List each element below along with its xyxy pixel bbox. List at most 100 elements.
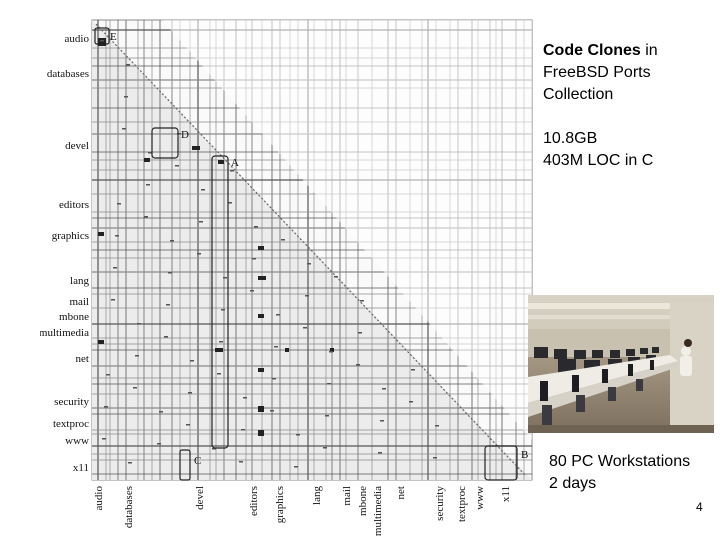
clone-dash	[201, 189, 205, 191]
x-axis-label: graphics	[274, 486, 286, 523]
y-axis-label: multimedia	[40, 327, 89, 339]
x-axis-label: x11	[500, 486, 512, 502]
clone-dash	[382, 388, 386, 390]
y-axis-label: security	[54, 396, 89, 408]
clone-dash	[433, 457, 437, 459]
photo-caption-line1: 80 PC Workstations	[549, 453, 691, 470]
slide-title-rest: in FreeBSD Ports Collection	[543, 42, 658, 103]
box-a	[211, 155, 229, 449]
clone-dash	[133, 387, 137, 389]
region-mark: D	[181, 129, 189, 141]
clone-dash	[212, 448, 216, 450]
y-axis-label: net	[76, 353, 89, 365]
box-b	[484, 445, 518, 481]
photo-caption-line2: 2 days	[549, 475, 597, 492]
clone-cluster	[98, 38, 106, 46]
clone-cluster	[258, 430, 264, 436]
x-axis-label: textproc	[456, 486, 468, 522]
clone-dash	[217, 373, 221, 375]
clone-dash	[137, 323, 141, 325]
stats-block: 10.8GB 403M LOC in C	[543, 128, 713, 172]
clone-dash	[276, 314, 280, 316]
box-e	[94, 27, 110, 45]
clone-cluster	[218, 160, 224, 164]
x-axis-label: security	[434, 486, 446, 521]
clone-dash	[305, 295, 309, 297]
clone-dash	[272, 378, 276, 380]
clone-dash	[135, 355, 139, 357]
clone-dash	[323, 447, 327, 449]
clone-dash	[104, 406, 108, 408]
x-axis-label: multimedia	[372, 486, 384, 536]
clone-cluster	[285, 348, 289, 352]
y-axis-label: lang	[70, 275, 89, 287]
clone-dash	[102, 438, 106, 440]
x-axis-label: mail	[341, 486, 353, 506]
x-axis-label: databases	[123, 486, 135, 528]
y-axis-label: graphics	[52, 230, 89, 242]
clone-dash	[223, 277, 227, 279]
page-number: 4	[696, 500, 703, 514]
x-axis-label: lang	[311, 486, 323, 505]
computer-lab-photo	[528, 295, 714, 433]
clone-dash	[197, 253, 201, 255]
clone-dash	[164, 336, 168, 338]
clone-dash	[111, 299, 115, 301]
y-axis-label: editors	[59, 199, 89, 211]
y-axis-label: www	[65, 435, 89, 447]
clone-cluster	[258, 406, 264, 412]
clone-dash	[252, 258, 256, 260]
clone-dash	[100, 40, 104, 42]
clone-cluster	[98, 340, 104, 344]
y-axis-label: databases	[47, 68, 89, 80]
clone-dash	[219, 341, 223, 343]
x-axis-label: net	[395, 486, 407, 499]
clone-dash	[186, 424, 190, 426]
region-mark: E	[110, 31, 117, 43]
clone-dash	[106, 374, 110, 376]
clone-dash	[327, 383, 331, 385]
clone-dash	[409, 401, 413, 403]
clone-dash	[188, 392, 192, 394]
clone-dash	[296, 434, 300, 436]
clone-cluster	[192, 146, 200, 150]
clone-dash	[148, 152, 152, 154]
clone-dash	[360, 300, 364, 302]
clone-dash	[122, 128, 126, 130]
x-axis-label: editors	[248, 486, 260, 516]
clone-cluster	[330, 348, 334, 352]
clone-dash	[190, 360, 194, 362]
clone-dash	[177, 133, 181, 135]
y-axis-label: mail	[69, 296, 89, 308]
x-axis-label: devel	[194, 486, 206, 510]
clone-cluster	[215, 348, 223, 352]
stat-loc: 403M LOC in C	[543, 152, 654, 169]
clone-dash	[303, 327, 307, 329]
clone-dash	[250, 290, 254, 292]
clone-dash	[274, 346, 278, 348]
clone-dash	[199, 221, 203, 223]
photo-caption: 80 PC Workstations 2 days	[549, 451, 719, 495]
clone-dash	[411, 369, 415, 371]
clone-dash	[243, 397, 247, 399]
clone-dash	[117, 203, 121, 205]
clone-dash	[294, 466, 298, 468]
region-mark: C	[194, 455, 201, 467]
clone-dash	[329, 351, 333, 353]
matrix-upper-triangle	[162, 20, 532, 440]
box-c	[179, 449, 191, 481]
clone-dash	[239, 461, 243, 463]
clone-dash	[228, 202, 232, 204]
clone-dash	[358, 332, 362, 334]
x-axis-label: mbone	[357, 486, 369, 516]
clone-dash	[307, 263, 311, 265]
clone-dash	[270, 410, 274, 412]
clone-dash	[230, 170, 234, 172]
clone-dash	[254, 226, 258, 228]
clone-cluster	[258, 276, 266, 280]
y-axis-label: x11	[73, 462, 89, 474]
clone-dash	[115, 235, 119, 237]
clone-cluster	[258, 246, 264, 250]
